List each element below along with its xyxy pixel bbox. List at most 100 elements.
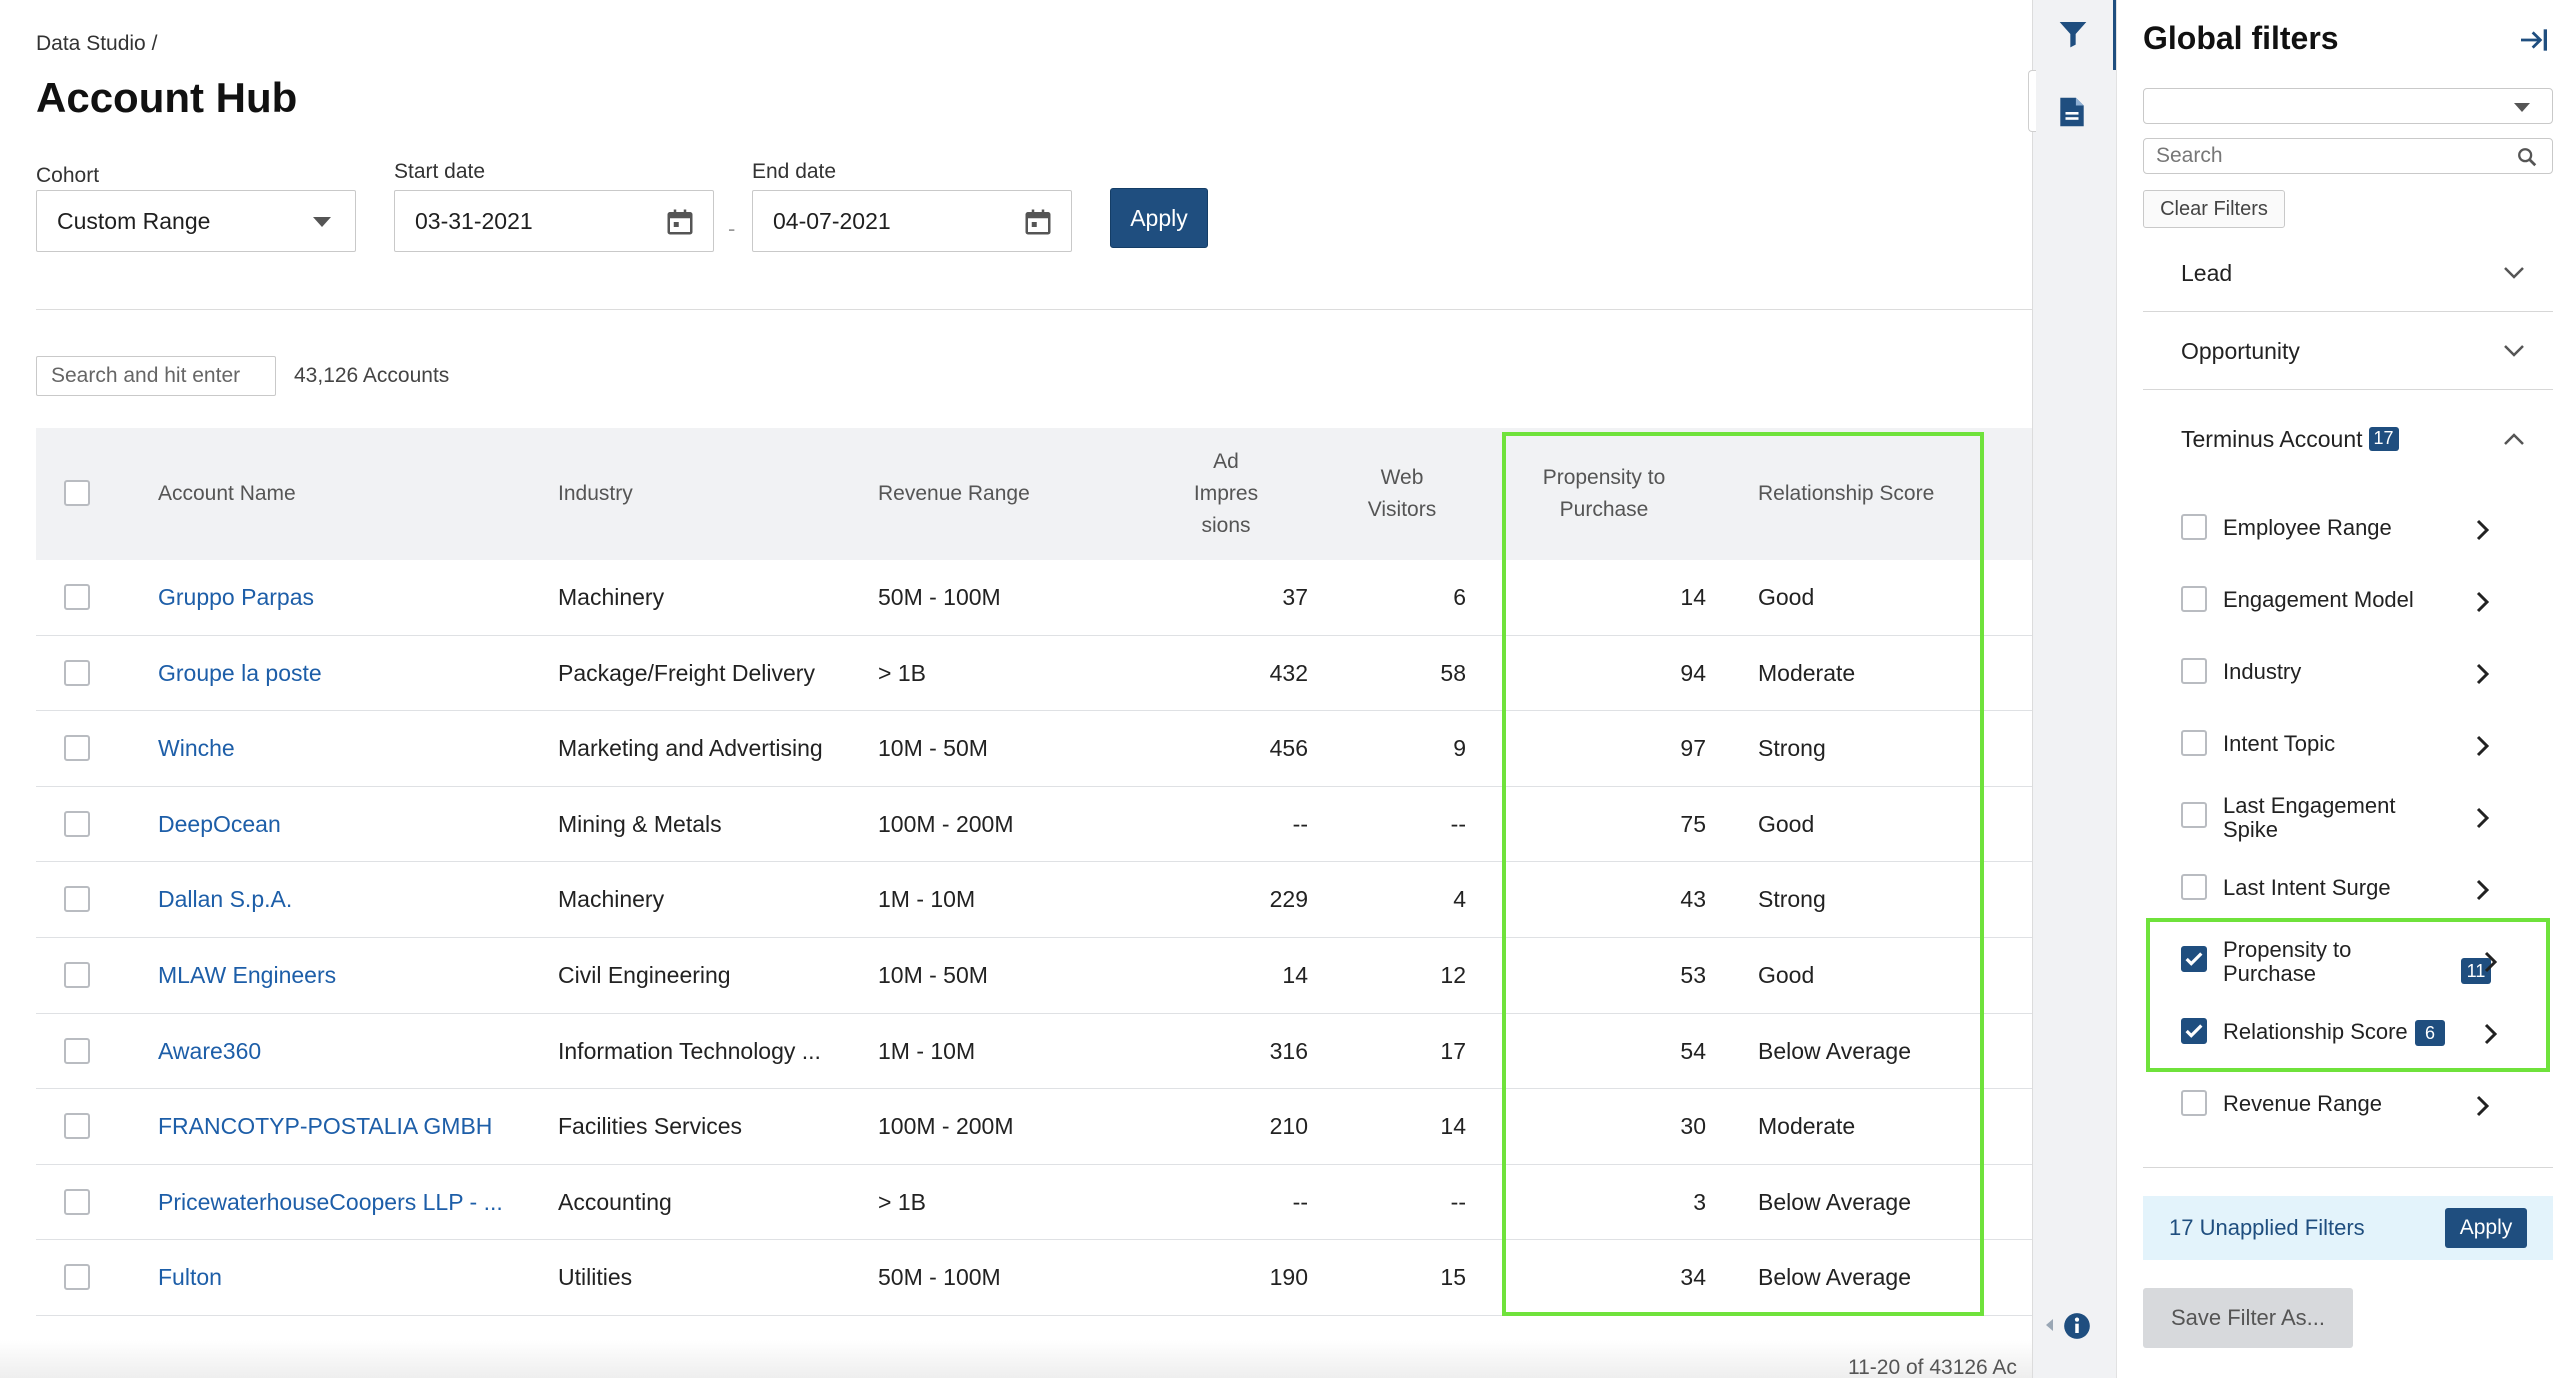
table-row[interactable]: MLAW Engineers Civil Engineering 10M - 50M…	[36, 938, 2032, 1014]
header-ad-impressions[interactable]: Ad Impres sions	[1186, 446, 1266, 542]
checkbox[interactable]	[2181, 586, 2207, 612]
account-name-link[interactable]: Winche	[158, 735, 235, 762]
account-name-link[interactable]: Gruppo Parpas	[158, 584, 314, 610]
header-web-visitors-line: Web	[1380, 466, 1424, 489]
filter-item[interactable]: Last Intent Surge	[2143, 858, 2553, 918]
chevron-right-icon[interactable]	[2483, 1022, 2499, 1046]
account-name-link[interactable]: Groupe la poste	[158, 659, 322, 686]
clear-filters-button[interactable]: Clear Filters	[2143, 190, 2285, 228]
filter-item-label: Engagement Model	[2223, 587, 2414, 612]
collapse-left-icon[interactable]	[2043, 1318, 2055, 1332]
account-search-input[interactable]: Search and hit enter	[36, 356, 276, 396]
header-revenue-range[interactable]: Revenue Range	[878, 482, 1030, 505]
industry-cell: Machinery	[558, 886, 665, 913]
table-row[interactable]: Dallan S.p.A. Machinery 1M - 10M 229 4 43 Stro…	[36, 862, 2032, 938]
chevron-up-icon[interactable]	[2503, 432, 2525, 446]
row-checkbox[interactable]	[64, 1188, 90, 1215]
filter-item[interactable]: Intent Topic	[2143, 714, 2553, 774]
table-row[interactable]: Winche Marketing and Advertising 10M - 50M…	[36, 711, 2032, 787]
chevron-right-icon[interactable]	[2475, 734, 2491, 758]
chevron-right-icon[interactable]	[2475, 1094, 2491, 1118]
chevron-right-icon[interactable]	[2475, 518, 2491, 542]
page-title: Account Hub	[36, 74, 298, 121]
checkbox[interactable]	[2181, 802, 2207, 828]
table-row[interactable]: Groupe la poste Package/Freight Delivery >…	[36, 636, 2032, 712]
row-checkbox[interactable]	[64, 886, 90, 913]
end-date-label: End date	[752, 160, 837, 183]
filter-item[interactable]: Last Engagement Spike	[2143, 786, 2553, 846]
row-checkbox[interactable]	[64, 659, 90, 686]
checkbox[interactable]	[2181, 1090, 2207, 1116]
account-name-link[interactable]: FRANCOTYP-POSTALIA GMBH	[158, 1113, 493, 1140]
filter-icon[interactable]	[2057, 18, 2089, 50]
table-row[interactable]: Aware360 Information Technology ... 1M - 1…	[36, 1014, 2032, 1090]
checkbox-checked[interactable]	[2181, 1018, 2207, 1044]
save-filter-as-button[interactable]: Save Filter As...	[2143, 1288, 2353, 1348]
header-account-name[interactable]: Account Name	[158, 482, 296, 505]
table-row[interactable]: Fulton Utilities 50M - 100M 190 15 34 Below Av…	[36, 1240, 2032, 1316]
header-ad-impressions-line: Ad	[1213, 450, 1239, 473]
table-row[interactable]: FRANCOTYP-POSTALIA GMBH Facilities Servic…	[36, 1089, 2032, 1165]
checkbox[interactable]	[2181, 514, 2207, 540]
account-name-link[interactable]: MLAW Engineers	[158, 961, 337, 988]
row-checkbox[interactable]	[64, 584, 90, 610]
apply-date-button[interactable]: Apply	[1110, 188, 1208, 248]
account-name-link[interactable]: Aware360	[158, 1037, 262, 1064]
header-industry[interactable]: Industry	[558, 482, 633, 505]
checkbox[interactable]	[2181, 730, 2207, 756]
cohort-select[interactable]: Custom Range	[36, 190, 356, 252]
account-name-link[interactable]: PricewaterhouseCoopers LLP - ...	[158, 1188, 503, 1215]
row-checkbox[interactable]	[64, 1037, 90, 1064]
filter-item[interactable]: Propensity to Purchase 11	[2143, 930, 2553, 990]
filter-item[interactable]: Engagement Model	[2143, 570, 2553, 630]
section-terminus-header[interactable]: Terminus Account 17	[2181, 426, 2399, 453]
filter-item[interactable]: Relationship Score 6	[2143, 1002, 2553, 1062]
revenue-range-cell: 50M - 100M	[878, 1264, 1001, 1291]
calendar-icon[interactable]	[665, 207, 695, 237]
row-checkbox[interactable]	[64, 961, 90, 988]
collapse-panel-icon[interactable]	[2517, 24, 2549, 56]
row-checkbox[interactable]	[64, 1264, 90, 1291]
start-date-input[interactable]: 03-31-2021	[394, 190, 714, 252]
account-name-link[interactable]: Dallan S.p.A.	[158, 886, 293, 913]
chevron-right-icon[interactable]	[2475, 806, 2491, 830]
section-opportunity[interactable]: Opportunity	[2143, 312, 2553, 390]
table-row[interactable]: DeepOcean Mining & Metals 100M - 200M -- -- 7…	[36, 787, 2032, 863]
filter-item[interactable]: Industry	[2143, 642, 2553, 702]
web-visitors-cell: 9	[1453, 735, 1466, 762]
industry-cell: Accounting	[558, 1188, 672, 1215]
saved-filter-select[interactable]	[2143, 88, 2553, 124]
account-name-link[interactable]: DeepOcean	[158, 810, 281, 837]
end-date-input[interactable]: 04-07-2021	[752, 190, 1072, 252]
chevron-right-icon[interactable]	[2475, 590, 2491, 614]
table-row[interactable]: Gruppo Parpas Machinery 50M - 100M 37 6 14 Goo…	[36, 560, 2032, 636]
search-icon[interactable]	[2516, 146, 2538, 168]
table-row[interactable]: PricewaterhouseCoopers LLP - ... Accounti…	[36, 1165, 2032, 1241]
header-propensity[interactable]: Propensity to Purchase	[1524, 462, 1684, 526]
breadcrumb[interactable]: Data Studio /	[36, 32, 158, 55]
header-web-visitors[interactable]: Web Visitors	[1352, 462, 1452, 526]
select-all-checkbox[interactable]	[64, 480, 90, 506]
start-date-label: Start date	[394, 160, 486, 183]
info-icon[interactable]	[2063, 1312, 2091, 1340]
chevron-right-icon[interactable]	[2475, 878, 2491, 902]
chevron-right-icon[interactable]	[2483, 950, 2499, 974]
chevron-down-icon[interactable]	[2503, 266, 2525, 280]
filter-item[interactable]: Revenue Range	[2143, 1074, 2553, 1134]
filter-item[interactable]: Employee Range	[2143, 498, 2553, 558]
apply-filters-button[interactable]: Apply	[2445, 1208, 2527, 1248]
row-checkbox[interactable]	[64, 735, 90, 762]
chevron-right-icon[interactable]	[2475, 662, 2491, 686]
account-name-link[interactable]: Fulton	[158, 1264, 222, 1291]
header-relationship-score[interactable]: Relationship Score	[1758, 482, 1935, 505]
document-icon[interactable]	[2059, 96, 2085, 128]
row-checkbox[interactable]	[64, 810, 90, 837]
filter-search-input[interactable]: Search	[2143, 138, 2553, 174]
chevron-down-icon[interactable]	[2503, 344, 2525, 358]
section-lead[interactable]: Lead	[2143, 246, 2553, 312]
checkbox[interactable]	[2181, 658, 2207, 684]
calendar-icon[interactable]	[1023, 207, 1053, 237]
checkbox[interactable]	[2181, 874, 2207, 900]
checkbox-checked[interactable]	[2181, 946, 2207, 972]
row-checkbox[interactable]	[64, 1113, 90, 1140]
